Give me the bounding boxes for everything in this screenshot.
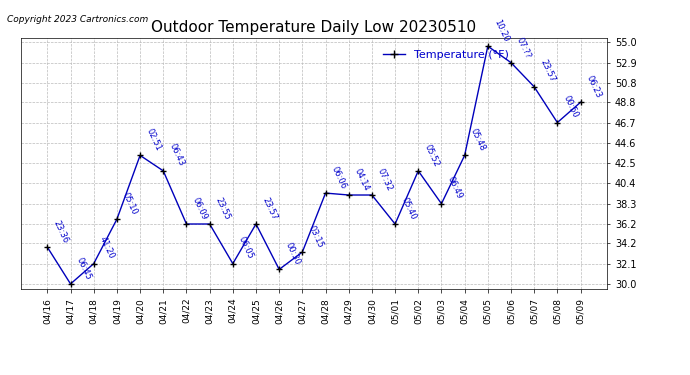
- Text: 05:10: 05:10: [121, 191, 139, 216]
- Text: Copyright 2023 Cartronics.com: Copyright 2023 Cartronics.com: [7, 15, 148, 24]
- Text: 07:??: 07:??: [515, 36, 533, 60]
- Text: 10:20: 10:20: [492, 18, 510, 44]
- Text: 06:09: 06:09: [190, 196, 209, 221]
- Text: 02:51: 02:51: [144, 127, 162, 153]
- Text: 23:57: 23:57: [538, 58, 557, 84]
- Text: 06:45: 06:45: [75, 256, 93, 281]
- Text: 05:48: 05:48: [469, 127, 487, 153]
- Title: Outdoor Temperature Daily Low 20230510: Outdoor Temperature Daily Low 20230510: [151, 20, 477, 35]
- Text: 23:55: 23:55: [214, 196, 232, 221]
- Text: 07:32: 07:32: [376, 166, 395, 192]
- Text: 06:06: 06:06: [330, 165, 348, 190]
- Text: 23:57: 23:57: [260, 196, 279, 221]
- Text: 06:23: 06:23: [584, 74, 603, 99]
- Text: 00:30: 00:30: [284, 241, 302, 267]
- Legend: Temperature (°F): Temperature (°F): [378, 46, 513, 64]
- Text: 00:50: 00:50: [562, 94, 580, 120]
- Text: 41:20: 41:20: [98, 236, 116, 261]
- Text: 06:43: 06:43: [168, 142, 186, 168]
- Text: 05:40: 05:40: [400, 196, 417, 221]
- Text: 03:15: 03:15: [306, 224, 325, 249]
- Text: 05:52: 05:52: [422, 143, 441, 168]
- Text: 06:49: 06:49: [446, 176, 464, 201]
- Text: 23:36: 23:36: [52, 219, 70, 245]
- Text: 04:14: 04:14: [353, 167, 371, 192]
- Text: 06:05: 06:05: [237, 236, 255, 261]
